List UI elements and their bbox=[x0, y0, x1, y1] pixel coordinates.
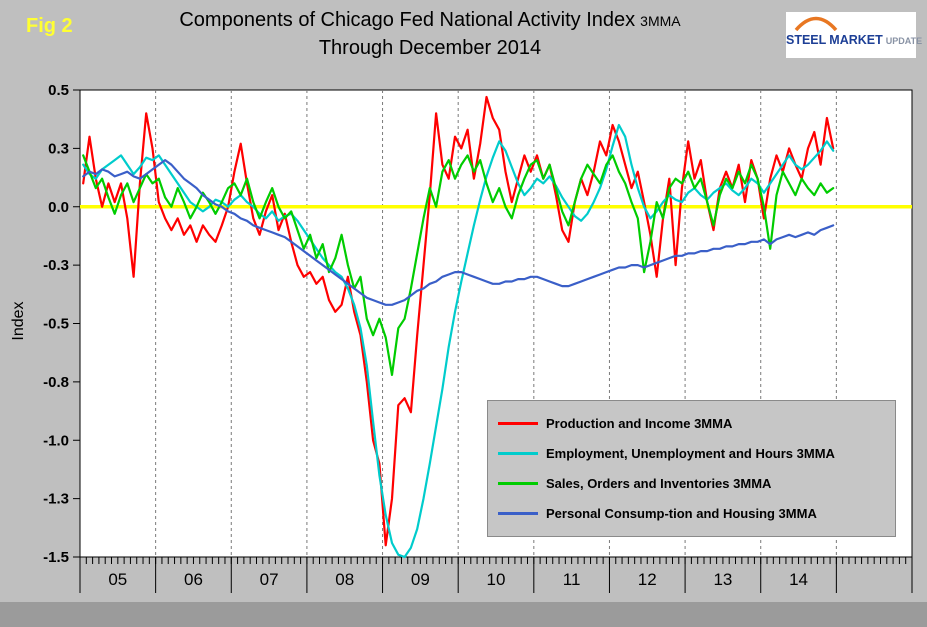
steel-market-update-logo: STEEL MARKET UPDATE bbox=[786, 12, 922, 58]
chart-title-text: Components of Chicago Fed National Activ… bbox=[179, 9, 636, 31]
y-tick-label: -0.8 bbox=[43, 374, 69, 391]
sales-orders-and-inventories-3mma-line bbox=[82, 154, 835, 376]
y-tick-label: 0.3 bbox=[48, 140, 69, 157]
logo-swoosh-icon bbox=[794, 16, 838, 31]
x-tick-label: 11 bbox=[563, 570, 581, 589]
y-tick-label: -1.5 bbox=[43, 549, 69, 566]
legend-item: Sales, Orders and Inventories 3MMA bbox=[498, 476, 895, 491]
legend-label: Sales, Orders and Inventories 3MMA bbox=[546, 476, 772, 491]
logo-text: STEEL MARKET UPDATE bbox=[786, 31, 922, 49]
x-tick-label: 06 bbox=[184, 570, 203, 589]
y-tick-label: -0.5 bbox=[43, 316, 69, 333]
x-tick-label: 09 bbox=[411, 570, 430, 589]
x-tick-label: 07 bbox=[260, 570, 279, 589]
chart-subtitle: Through December 2014 bbox=[318, 37, 542, 59]
figure-label: Fig 2 bbox=[26, 15, 73, 37]
legend-line-swatch-employment bbox=[498, 452, 538, 455]
legend-label: Production and Income 3MMA bbox=[546, 416, 733, 431]
legend-label: Personal Consump-tion and Housing 3MMA bbox=[546, 506, 817, 521]
legend-line-swatch-personal bbox=[498, 512, 538, 515]
x-tick-label: 12 bbox=[638, 570, 657, 589]
legend-item: Employment, Unemployment and Hours 3MMA bbox=[498, 446, 895, 461]
legend-label: Employment, Unemployment and Hours 3MMA bbox=[546, 446, 835, 461]
logo-word-steel: STEEL bbox=[786, 33, 827, 47]
legend: Production and Income 3MMA Employment, U… bbox=[487, 400, 896, 537]
y-tick-label: -1.3 bbox=[43, 491, 69, 508]
y-tick-label: 0.0 bbox=[48, 199, 69, 216]
personal-consump-tion-and-housing-3mma-line bbox=[82, 159, 835, 306]
legend-line-swatch-sales bbox=[498, 482, 538, 485]
x-tick-label: 10 bbox=[487, 570, 506, 589]
chart-title-block: Components of Chicago Fed National Activ… bbox=[95, 9, 765, 60]
x-tick-label: 14 bbox=[789, 570, 808, 589]
legend-line-swatch-production bbox=[498, 422, 538, 425]
chart-title-suffix: 3MMA bbox=[640, 13, 681, 29]
employment-unemployment-and-hours-3mma-line bbox=[82, 123, 835, 559]
chart-title: Components of Chicago Fed National Activ… bbox=[95, 9, 765, 32]
x-tick-label: 08 bbox=[335, 570, 354, 589]
x-tick-label: 13 bbox=[713, 570, 732, 589]
logo-word-market: MARKET bbox=[829, 33, 883, 47]
y-tick-label: -0.3 bbox=[43, 257, 69, 274]
bottom-gray-strip bbox=[0, 602, 927, 627]
y-tick-label: 0.5 bbox=[48, 82, 69, 99]
logo-word-update: UPDATE bbox=[885, 36, 923, 46]
y-tick-label: -1.0 bbox=[43, 432, 69, 449]
legend-item: Production and Income 3MMA bbox=[498, 416, 895, 431]
legend-item: Personal Consump-tion and Housing 3MMA bbox=[498, 506, 895, 521]
x-tick-label: 05 bbox=[108, 570, 127, 589]
